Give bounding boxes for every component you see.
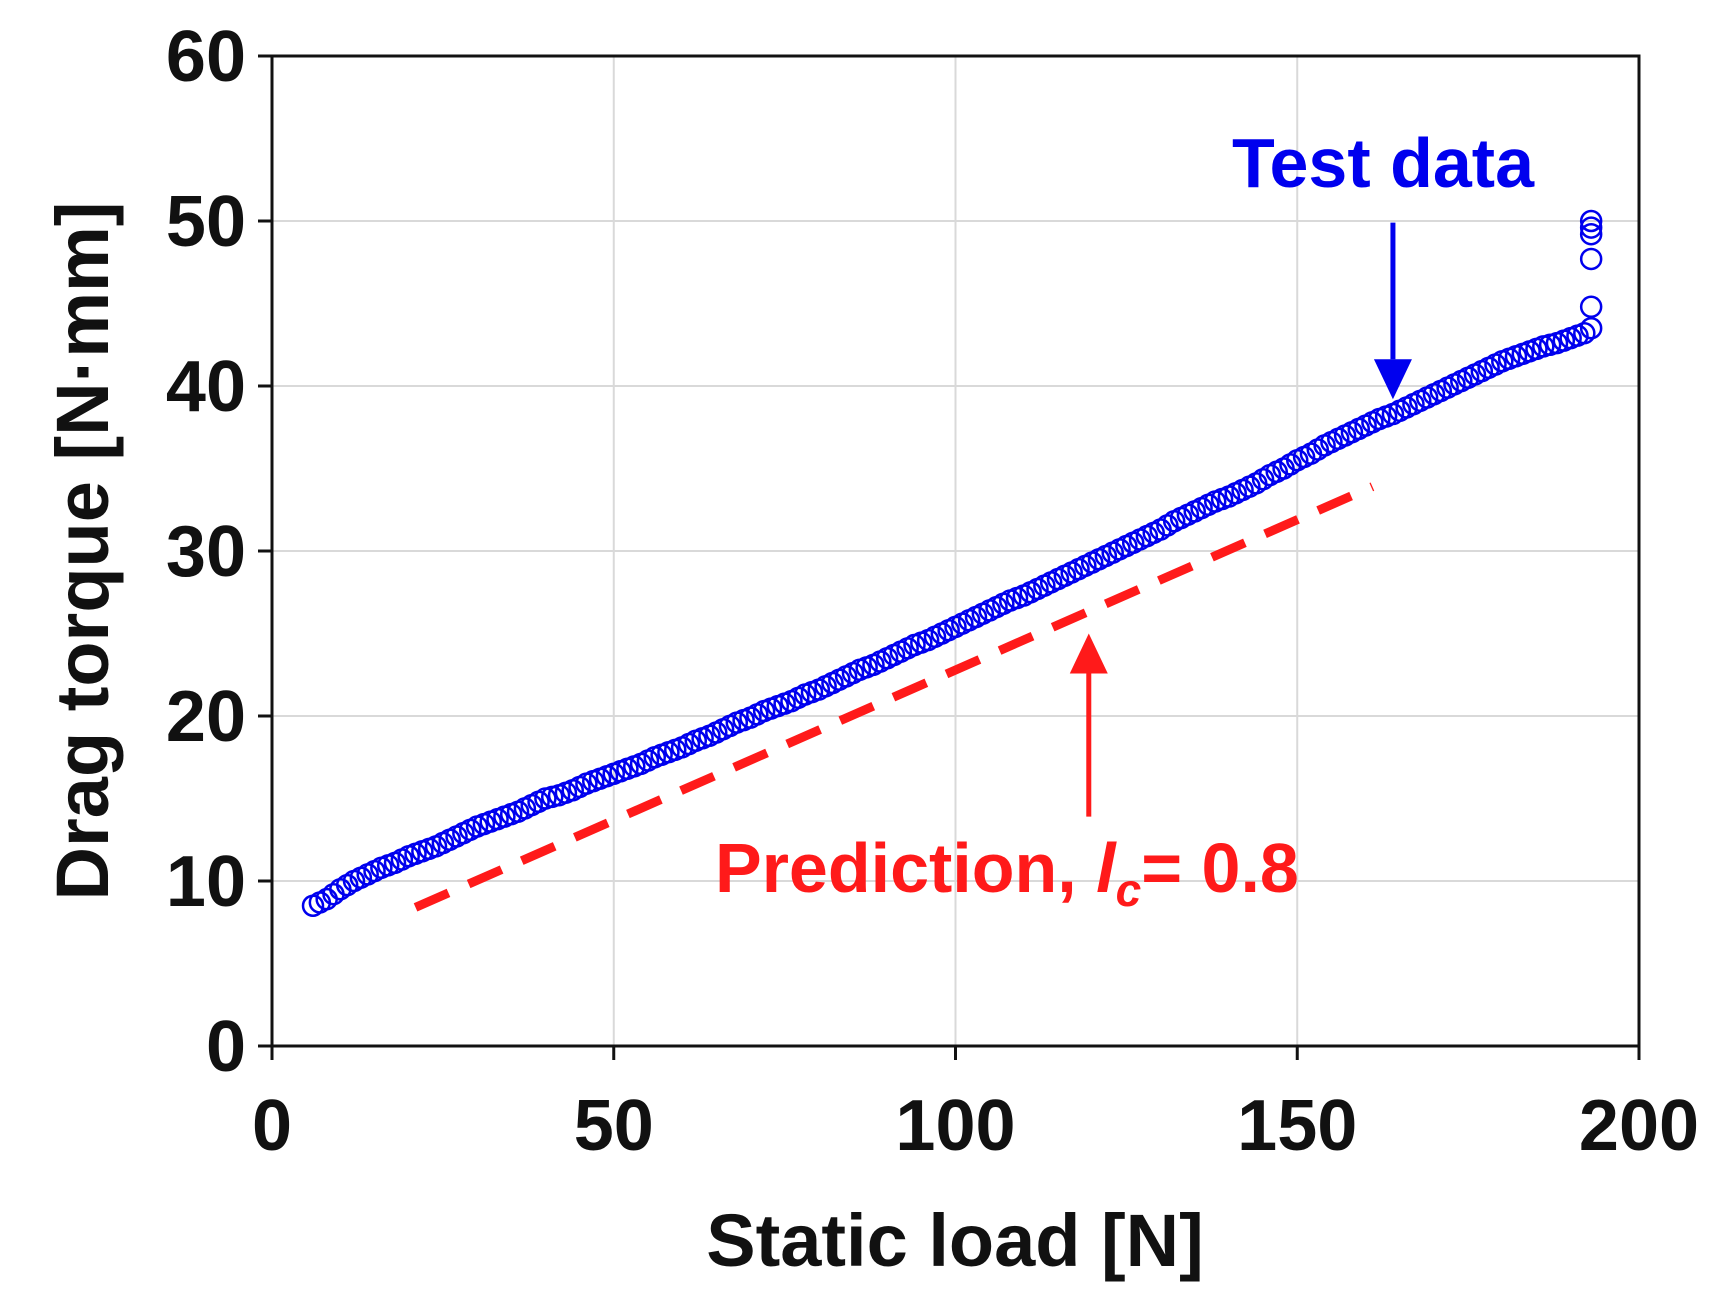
data-point bbox=[1579, 317, 1603, 340]
y-tick-label: 20 bbox=[166, 677, 246, 757]
data-point bbox=[1579, 295, 1603, 319]
x-tick-label: 150 bbox=[1237, 1086, 1357, 1166]
y-axis-tick-labels: 0 10 20 30 40 50 60 bbox=[166, 17, 246, 1087]
annotation-prediction-symbol: l bbox=[1096, 829, 1117, 907]
series-layer bbox=[301, 209, 1603, 917]
x-axis-title: Static load [N] bbox=[706, 1199, 1203, 1282]
x-tick-label: 50 bbox=[574, 1086, 654, 1166]
y-tick-label: 40 bbox=[166, 347, 246, 427]
data-point bbox=[1579, 209, 1603, 233]
x-tick-label: 0 bbox=[252, 1086, 292, 1166]
y-axis-title: Drag torque [N·mm] bbox=[41, 202, 124, 901]
annotation-layer bbox=[1069, 222, 1412, 817]
arrow-head bbox=[1373, 359, 1412, 400]
data-point bbox=[1579, 216, 1603, 239]
annotation-test-data-arrow bbox=[1373, 222, 1412, 400]
annotation-test-data-label: Test data bbox=[1232, 124, 1535, 202]
x-tick-label: 200 bbox=[1579, 1086, 1699, 1166]
x-axis-tick-labels: 0 50 100 150 200 bbox=[252, 1086, 1699, 1166]
series-test-data bbox=[301, 209, 1603, 917]
x-tick-label: 100 bbox=[895, 1086, 1015, 1166]
y-tick-label: 30 bbox=[166, 512, 246, 592]
data-point bbox=[1579, 247, 1603, 271]
y-tick-label: 60 bbox=[166, 17, 246, 97]
axis-ticks bbox=[258, 54, 1641, 1060]
annotation-prediction-arrow bbox=[1069, 633, 1108, 817]
annotation-prediction-prefix: Prediction, bbox=[715, 829, 1096, 907]
gridlines bbox=[272, 56, 1639, 1046]
annotation-prediction-label: Prediction, lc= 0.8 bbox=[715, 829, 1299, 916]
y-tick-label: 0 bbox=[206, 1007, 246, 1087]
y-tick-label: 50 bbox=[166, 182, 246, 262]
data-point bbox=[1579, 222, 1603, 246]
arrow-head bbox=[1069, 633, 1108, 674]
data-point bbox=[1573, 321, 1596, 345]
series-prediction-line bbox=[413, 482, 1375, 912]
annotation-prediction-subscript: c bbox=[1116, 864, 1142, 916]
y-tick-label: 10 bbox=[166, 842, 246, 922]
annotation-prediction-suffix: = 0.8 bbox=[1141, 829, 1299, 907]
